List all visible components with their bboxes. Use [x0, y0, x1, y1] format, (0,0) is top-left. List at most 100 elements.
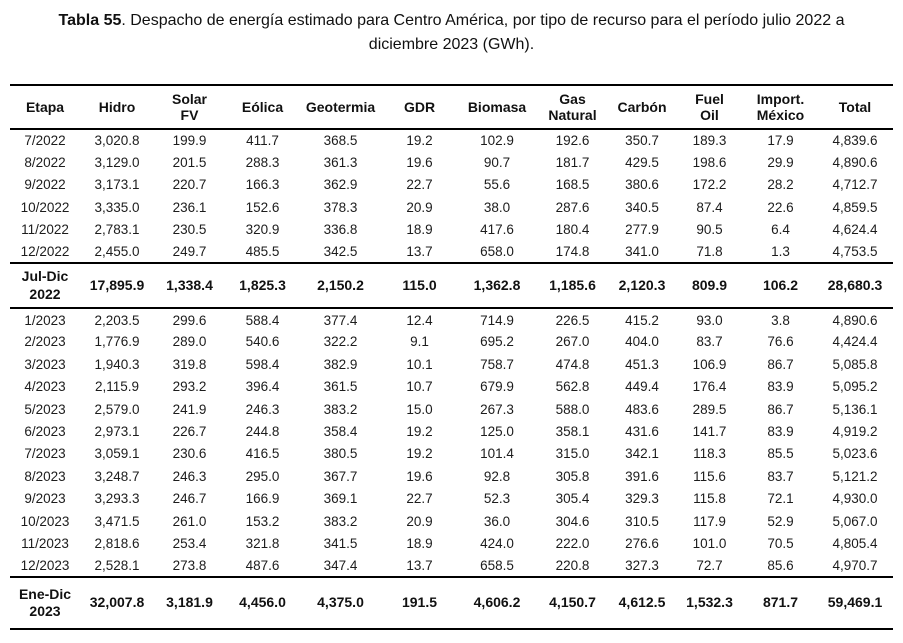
- value-cell: 404.0: [625, 334, 659, 350]
- table-row: 12/2023 2,528.1 273.8 487.6 347.4 13.7 658.5 22…: [10, 555, 893, 577]
- value-cell: 347.4: [323, 557, 358, 573]
- value-cell: 287.6: [555, 199, 590, 215]
- value-cell: 189.3: [692, 133, 727, 149]
- value-cell: 342.1: [625, 446, 659, 462]
- value-cell: 396.4: [245, 379, 280, 395]
- value-cell: 141.7: [692, 423, 727, 439]
- column-header: Geotermia: [300, 84, 381, 130]
- value-cell: 191.5: [381, 576, 458, 631]
- value-cell: 222.0: [555, 535, 590, 551]
- value-cell: 2,528.1: [94, 557, 140, 573]
- value-cell: 658.0: [480, 244, 514, 260]
- value-cell: 174.8: [555, 244, 590, 260]
- value-cell: 2,150.2: [300, 262, 381, 310]
- value-cell: 85.5: [767, 446, 794, 462]
- column-header: Import. México: [744, 84, 817, 130]
- value-cell: 87.4: [696, 199, 723, 215]
- value-cell: 4,970.7: [832, 557, 878, 573]
- value-cell: 714.9: [480, 312, 514, 328]
- value-cell: 102.9: [480, 133, 514, 149]
- value-cell: 487.6: [245, 557, 280, 573]
- value-cell: 383.2: [323, 513, 358, 529]
- value-cell: 176.4: [692, 379, 727, 395]
- value-cell: 83.7: [696, 334, 723, 350]
- value-cell: 10.1: [406, 356, 433, 372]
- value-cell: 32,007.8: [80, 576, 154, 631]
- etapa-cell: Ene-Dic 2023: [10, 576, 80, 631]
- value-cell: 299.6: [172, 312, 207, 328]
- value-cell: 5,085.8: [832, 356, 878, 372]
- table-row: 9/2022 3,173.1 220.7 166.3 362.9 22.7 55.6 168.…: [10, 174, 893, 196]
- value-cell: 10.7: [406, 379, 433, 395]
- value-cell: 15.0: [406, 401, 433, 417]
- value-cell: 166.9: [245, 491, 280, 507]
- value-cell: 125.0: [480, 423, 514, 439]
- table-title: Tabla 55. Despacho de energía estimado p…: [33, 9, 871, 57]
- etapa-cell: 2/2023: [24, 334, 66, 350]
- value-cell: 244.8: [245, 423, 280, 439]
- value-cell: 115.0: [381, 262, 458, 310]
- value-cell: 1,940.3: [94, 356, 140, 372]
- value-cell: 368.5: [323, 133, 358, 149]
- value-cell: 220.7: [172, 177, 207, 193]
- column-header: Etapa: [10, 84, 80, 130]
- value-cell: 1,776.9: [94, 334, 140, 350]
- etapa-cell: 11/2022: [21, 222, 69, 238]
- table-row: 8/2022 3,129.0 201.5 288.3 361.3 19.6 90.7 181.…: [10, 151, 893, 173]
- value-cell: 273.8: [172, 557, 207, 573]
- value-cell: 180.4: [555, 222, 590, 238]
- value-cell: 429.5: [625, 155, 659, 171]
- value-cell: 230.6: [172, 446, 207, 462]
- value-cell: 305.8: [555, 468, 590, 484]
- value-cell: 90.5: [696, 222, 723, 238]
- value-cell: 1.3: [771, 244, 790, 260]
- value-cell: 22.6: [767, 199, 794, 215]
- value-cell: 90.7: [483, 155, 511, 171]
- value-cell: 1,362.8: [458, 262, 536, 310]
- value-cell: 4,930.0: [832, 491, 878, 507]
- value-cell: 362.9: [323, 177, 358, 193]
- value-cell: 3,293.3: [94, 491, 140, 507]
- value-cell: 431.6: [625, 423, 659, 439]
- value-cell: 117.9: [693, 513, 726, 529]
- value-cell: 12.4: [406, 312, 433, 328]
- value-cell: 17.9: [767, 133, 794, 149]
- energy-dispatch-table: Etapa Hidro Solar FV Eólica Geotermia GDR Biom…: [10, 84, 893, 631]
- etapa-cell: 12/2023: [20, 557, 70, 573]
- value-cell: 115.8: [693, 491, 726, 507]
- value-cell: 19.6: [406, 155, 433, 171]
- value-cell: 19.6: [406, 468, 433, 484]
- value-cell: 19.2: [406, 446, 433, 462]
- value-cell: 71.8: [696, 244, 723, 260]
- value-cell: 4,753.5: [832, 244, 878, 260]
- value-cell: 361.5: [323, 379, 358, 395]
- etapa-cell: 5/2023: [24, 401, 66, 417]
- table-row: 2/2023 1,776.9 289.0 540.6 322.2 9.1 695.2 267.…: [10, 331, 893, 353]
- value-cell: 411.7: [246, 133, 279, 149]
- table-row: Ene-Dic 2023 32,007.8 3,181.9 4,456.0 4,375.…: [10, 576, 893, 631]
- value-cell: 424.0: [480, 535, 514, 551]
- table-row: 10/2022 3,335.0 236.1 152.6 378.3 20.9 38.0 287…: [10, 196, 893, 218]
- value-cell: 295.0: [245, 468, 280, 484]
- value-cell: 106.2: [744, 262, 817, 310]
- value-cell: 201.5: [172, 155, 207, 171]
- value-cell: 101.4: [480, 446, 514, 462]
- value-cell: 871.7: [744, 576, 817, 631]
- value-cell: 52.3: [483, 491, 511, 507]
- value-cell: 172.2: [692, 177, 727, 193]
- value-cell: 70.5: [767, 535, 794, 551]
- value-cell: 52.9: [767, 513, 794, 529]
- value-cell: 261.0: [172, 513, 207, 529]
- value-cell: 288.3: [245, 155, 280, 171]
- value-cell: 83.7: [767, 468, 794, 484]
- value-cell: 192.6: [555, 133, 590, 149]
- value-cell: 106.9: [692, 356, 727, 372]
- value-cell: 241.9: [172, 401, 207, 417]
- value-cell: 168.5: [555, 177, 590, 193]
- value-cell: 367.7: [323, 468, 358, 484]
- value-cell: 378.3: [323, 199, 358, 215]
- value-cell: 4,712.7: [832, 177, 878, 193]
- value-cell: 588.4: [245, 312, 280, 328]
- value-cell: 2,455.0: [94, 244, 140, 260]
- value-cell: 3.8: [771, 312, 790, 328]
